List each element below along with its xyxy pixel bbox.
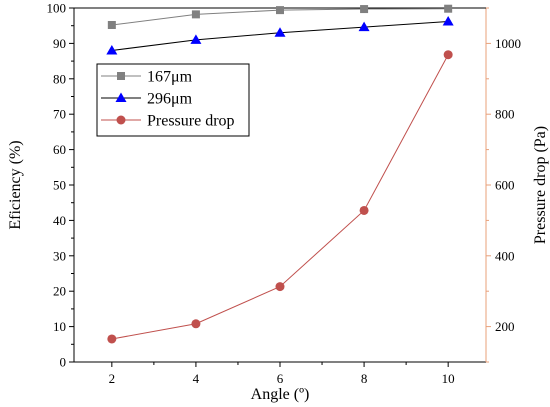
legend: 167μm 296μm Pressure drop <box>96 63 250 137</box>
bottom-tick-label: 4 <box>193 371 200 386</box>
y-axis-title-right: Pressure drop (Pa) <box>532 126 549 244</box>
right-tick-label: 400 <box>495 248 515 263</box>
data-point <box>191 10 200 19</box>
legend-label: 296μm <box>147 91 193 108</box>
right-tick-label: 800 <box>495 107 515 122</box>
legend-marker <box>116 115 126 125</box>
bottom-tick-label: 2 <box>109 371 116 386</box>
series-group <box>106 4 454 344</box>
left-tick-label: 70 <box>53 107 66 122</box>
right-tick-label: 600 <box>495 178 515 193</box>
left-tick-label: 10 <box>53 319 66 334</box>
left-tick-label: 60 <box>53 142 66 157</box>
data-point <box>107 20 116 29</box>
data-point <box>190 34 202 44</box>
bottom-tick-label: 10 <box>442 371 455 386</box>
legend-marker <box>115 92 127 102</box>
left-tick-label: 90 <box>53 36 66 51</box>
left-tick-label: 20 <box>53 284 66 299</box>
data-point <box>274 27 286 37</box>
bottom-tick-label: 6 <box>277 371 284 386</box>
legend-label: 167μm <box>147 69 193 86</box>
left-tick-label: 0 <box>60 355 67 370</box>
data-point <box>442 15 454 26</box>
left-tick-label: 80 <box>53 71 66 86</box>
data-point <box>106 44 118 55</box>
data-point <box>191 319 201 329</box>
left-tick-label: 40 <box>53 213 66 228</box>
y-axis-title-left: Eficiency (%) <box>7 140 24 229</box>
legend-marker <box>117 72 125 80</box>
data-point <box>107 334 117 344</box>
bottom-tick-label: 8 <box>361 371 368 386</box>
legend-label: Pressure drop <box>147 113 235 130</box>
left-tick-label: 100 <box>47 1 67 16</box>
left-tick-label: 50 <box>53 178 66 193</box>
data-point <box>360 5 369 14</box>
data-point <box>444 4 453 13</box>
data-point <box>276 6 284 15</box>
data-point <box>443 50 453 60</box>
x-axis-title: Angle (º) <box>251 386 310 403</box>
data-point <box>275 282 285 292</box>
axes: 0 10 20 30 40 50 60 70 80 90 100 200 400 600 800 1000 2 4… <box>7 1 549 404</box>
left-tick-label: 30 <box>53 248 66 263</box>
data-point <box>358 21 370 32</box>
right-tick-label: 1000 <box>495 36 521 51</box>
data-point <box>359 205 369 215</box>
right-tick-label: 200 <box>495 319 515 334</box>
